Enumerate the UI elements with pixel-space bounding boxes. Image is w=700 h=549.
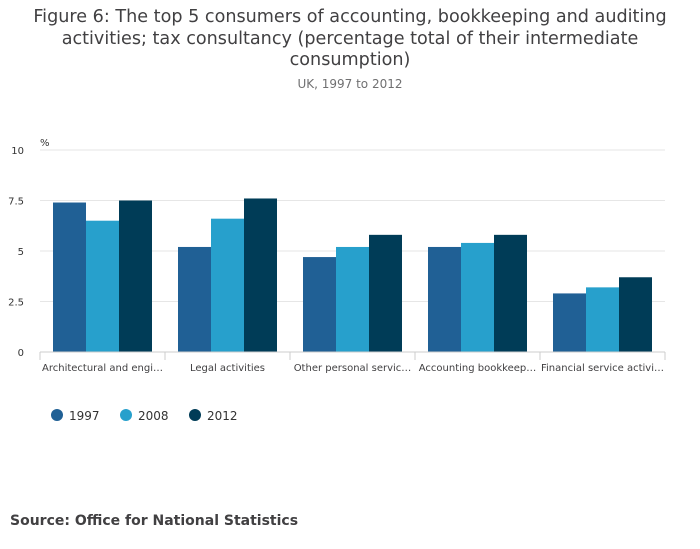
legend-item-1997[interactable]: 1997 (51, 409, 100, 423)
bar-2012-5[interactable] (619, 277, 652, 352)
bar-1997-3[interactable] (303, 257, 336, 352)
bar-2008-4[interactable] (461, 242, 494, 352)
bar-2008-2[interactable] (211, 218, 244, 352)
bar-1997-1[interactable] (53, 202, 86, 352)
legend-swatch (189, 409, 201, 421)
y-axis-label: % (40, 138, 50, 149)
source-note: Source: Office for National Statistics (10, 513, 299, 529)
bar-1997-2[interactable] (178, 246, 211, 352)
bars (53, 198, 652, 352)
bar-2008-1[interactable] (86, 220, 119, 352)
y-tick-label: 0 (18, 348, 24, 359)
legend[interactable]: 1997 2008 2012 (51, 409, 238, 423)
bar-2008-5[interactable] (586, 287, 619, 352)
bar-2012-4[interactable] (494, 234, 527, 352)
legend-swatch (51, 409, 63, 421)
legend-label: 1997 (69, 409, 100, 423)
x-axis: Architectural and engi… Legal activities O… (39, 351, 666, 374)
x-tick-label: Architectural and engi… (42, 363, 163, 374)
y-tick-label: 10 (11, 146, 24, 157)
bar-2012-2[interactable] (244, 198, 277, 352)
bar-2012-1[interactable] (119, 200, 152, 353)
x-tick-label: Legal activities (190, 363, 265, 374)
y-tick-label: 7.5 (8, 197, 24, 208)
x-tick-label: Other personal servic… (294, 363, 412, 374)
bar-1997-5[interactable] (553, 293, 586, 352)
legend-swatch (120, 409, 132, 421)
legend-label: 2008 (138, 409, 169, 423)
x-tick-label: Financial service activi… (541, 363, 664, 374)
legend-label: 2012 (207, 409, 238, 423)
x-tick-label: Accounting bookkeep… (419, 363, 536, 374)
legend-item-2008[interactable]: 2008 (120, 409, 169, 423)
bar-2012-3[interactable] (369, 234, 402, 352)
y-tick-label: 5 (18, 247, 24, 258)
legend-item-2012[interactable]: 2012 (189, 409, 238, 423)
y-tick-label: 2.5 (8, 298, 24, 309)
bar-2008-3[interactable] (336, 246, 369, 352)
chart-subtitle: UK, 1997 to 2012 (297, 77, 403, 91)
y-axis-ticks: 0 2.5 5 7.5 10 (8, 146, 24, 359)
bar-1997-4[interactable] (428, 246, 461, 352)
chart-title: Figure 6: The top 5 consumers of account… (33, 7, 667, 70)
